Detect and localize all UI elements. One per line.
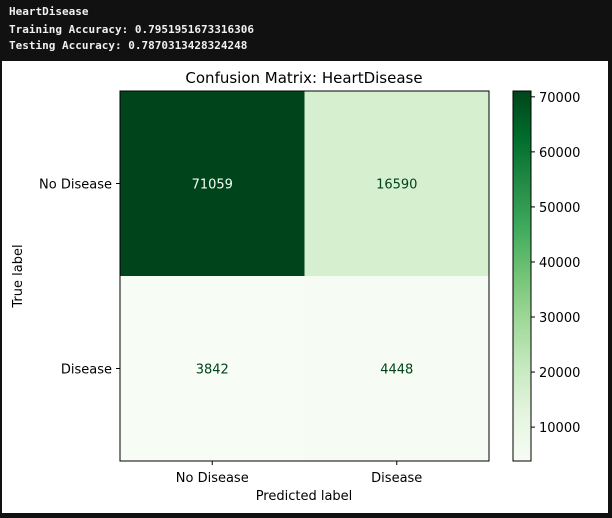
cell-value-1-0: 3842 bbox=[196, 363, 229, 378]
matrix-cell-0-0 bbox=[120, 91, 305, 276]
colorbar-ticks: 10000 20000 30000 40000 50000 60000 70000 bbox=[531, 91, 580, 436]
console-training-accuracy: Training Accuracy: 0.7951951673316306 bbox=[9, 23, 255, 36]
colorbar-tick-label-2: 30000 bbox=[539, 311, 580, 326]
confusion-matrix-chart: Confusion Matrix: HeartDisease 71059 1659… bbox=[11, 69, 580, 504]
console-testing-accuracy: Testing Accuracy: 0.7870313428324248 bbox=[9, 39, 248, 52]
colorbar bbox=[512, 90, 532, 462]
colorbar-tick-label-0: 10000 bbox=[539, 421, 580, 436]
cell-value-0-0: 71059 bbox=[192, 178, 233, 193]
cell-value-1-1: 4448 bbox=[380, 363, 413, 378]
chart-title: Confusion Matrix: HeartDisease bbox=[185, 69, 422, 87]
matrix-cell-1-1 bbox=[304, 276, 489, 461]
y-tick-label-0: No Disease bbox=[39, 178, 112, 193]
colorbar-tick-label-4: 50000 bbox=[539, 201, 580, 216]
colorbar-tick-label-6: 70000 bbox=[539, 91, 580, 106]
colorbar-tick-label-5: 60000 bbox=[539, 146, 580, 161]
y-axis-label: True label bbox=[11, 244, 26, 308]
console-model-name: HeartDisease bbox=[9, 5, 89, 18]
x-tick-label-0: No Disease bbox=[176, 471, 249, 486]
colorbar-tick-label-3: 40000 bbox=[539, 256, 580, 271]
cell-value-0-1: 16590 bbox=[376, 178, 417, 193]
y-axis-ticks: No Disease Disease bbox=[39, 178, 120, 378]
matrix-cells: 71059 16590 3842 4448 bbox=[120, 91, 489, 461]
x-axis-label: Predicted label bbox=[256, 489, 353, 504]
console-output: HeartDisease Training Accuracy: 0.795195… bbox=[0, 0, 612, 60]
matrix-cell-1-0 bbox=[120, 276, 305, 461]
y-tick-label-1: Disease bbox=[61, 363, 112, 378]
plot-frame bbox=[119, 90, 490, 462]
x-tick-label-1: Disease bbox=[371, 471, 422, 486]
figure-panel: Confusion Matrix: HeartDisease 71059 1659… bbox=[2, 61, 608, 513]
colorbar-tick-label-1: 20000 bbox=[539, 366, 580, 381]
matrix-cell-0-1 bbox=[304, 91, 489, 276]
x-axis-ticks: No Disease Disease bbox=[176, 461, 422, 486]
